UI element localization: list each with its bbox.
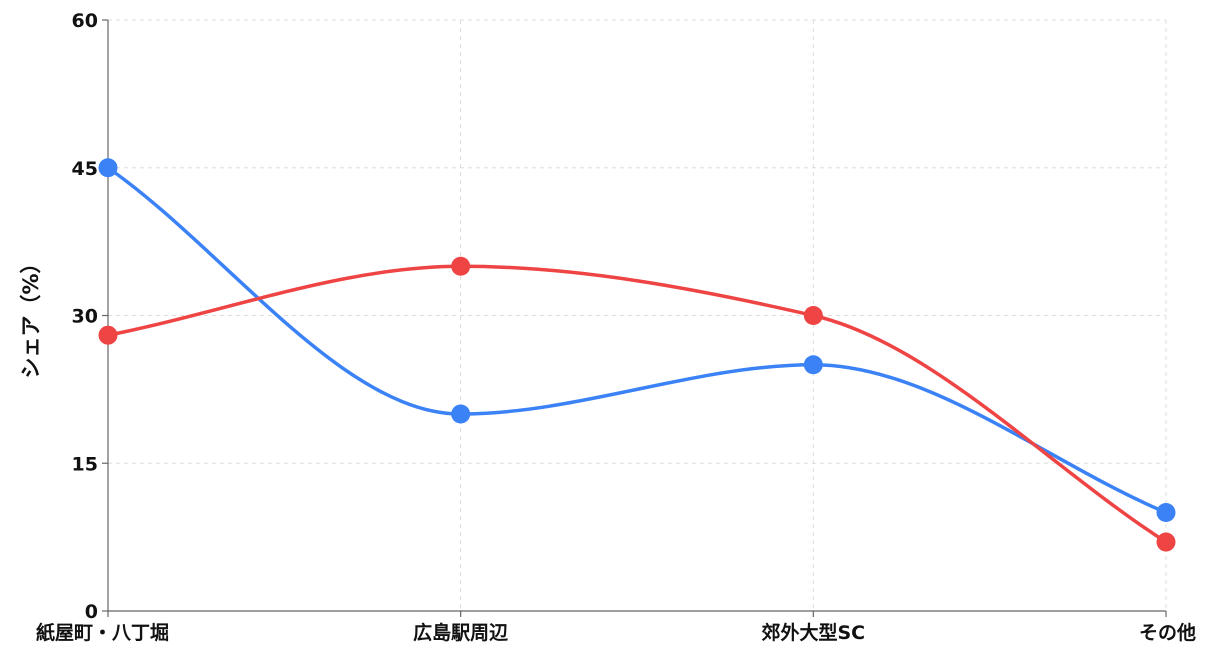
y-tick-label: 60	[72, 10, 98, 32]
series-1-point[interactable]	[451, 404, 471, 424]
x-tick-label: 郊外大型SC	[762, 621, 866, 644]
x-tick-label: 紙屋町・八丁堀	[36, 621, 169, 644]
x-tick-labels: 紙屋町・八丁堀 広島駅周辺 郊外大型SC その他	[36, 611, 1196, 644]
y-tick-label: 30	[72, 306, 98, 328]
x-tick-label: その他	[1139, 621, 1196, 644]
y-tick-labels: 0 15 30 45 60	[72, 10, 108, 623]
y-axis-title: シェア（%）	[19, 252, 43, 378]
series-2-point[interactable]	[98, 325, 118, 345]
y-tick-label: 45	[72, 158, 98, 180]
series-1-point[interactable]	[803, 355, 823, 375]
x-tick-label: 広島駅周辺	[413, 621, 508, 644]
series-1-point[interactable]	[1156, 503, 1176, 522]
series-2-point[interactable]	[1156, 532, 1176, 552]
grid	[108, 19, 1167, 611]
series-2-point[interactable]	[803, 306, 823, 325]
series-2-point[interactable]	[451, 256, 471, 276]
series-1-point[interactable]	[98, 158, 118, 178]
series-1-line	[106, 166, 1168, 515]
y-tick-label: 0	[85, 601, 98, 623]
series-2-line	[106, 264, 1168, 544]
y-tick-label: 15	[72, 453, 98, 475]
series	[98, 158, 1176, 552]
